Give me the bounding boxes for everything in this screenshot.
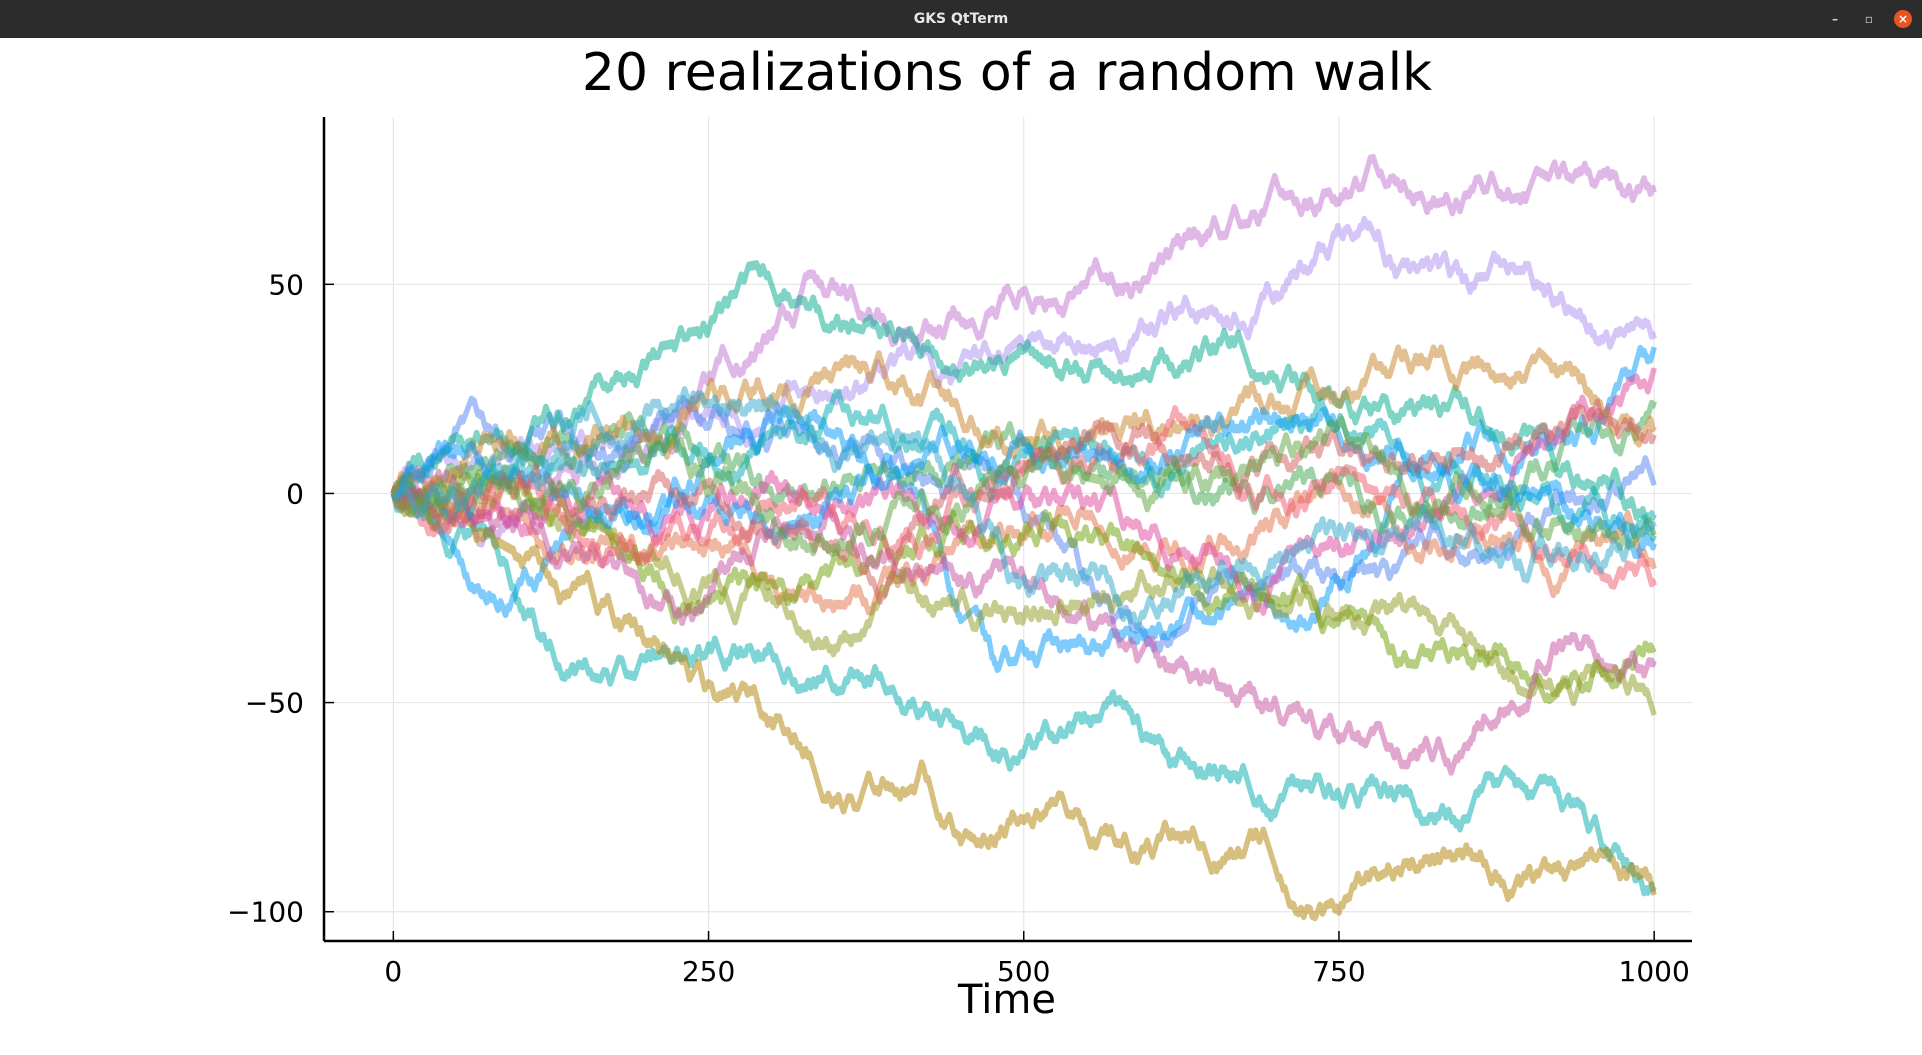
- series-line-5: [390, 474, 1657, 897]
- axes: 0 250 500 750 1000 −100 −50 0 50: [227, 117, 1692, 988]
- x-tick-label: 250: [682, 955, 735, 988]
- x-axis-label: Time: [957, 977, 1056, 1023]
- x-tick-label: 500: [997, 955, 1050, 988]
- window-controls: – ▫ ×: [1826, 0, 1912, 38]
- x-tick-label: 1000: [1619, 955, 1690, 988]
- chart-title: 20 realizations of a random walk: [582, 43, 1432, 103]
- y-tick-label: −100: [227, 896, 304, 929]
- series-line-19: [390, 415, 1657, 558]
- x-tick-label: 750: [1312, 955, 1365, 988]
- y-tick-label: 0: [286, 477, 304, 510]
- series-line-6: [390, 260, 1657, 542]
- maximize-icon[interactable]: ▫: [1864, 12, 1874, 26]
- window-titlebar[interactable]: GKS QtTerm – ▫ ×: [0, 0, 1922, 38]
- y-tick-label: −50: [245, 687, 304, 720]
- random-walk-chart: 0 250 500 750 1000 −100 −50 0 50 20 realizations…: [227, 43, 1692, 1023]
- series-line-20: [390, 386, 1657, 631]
- x-tick-label: 0: [384, 955, 402, 988]
- series-line-15: [390, 478, 1657, 716]
- series-line-9: [390, 483, 1657, 922]
- y-tick-label: 50: [268, 268, 304, 301]
- window-title: GKS QtTerm: [913, 11, 1009, 27]
- close-icon[interactable]: ×: [1894, 10, 1912, 28]
- series-group: [390, 153, 1657, 922]
- minimize-icon[interactable]: –: [1832, 12, 1838, 26]
- series-line-17: [390, 406, 1657, 559]
